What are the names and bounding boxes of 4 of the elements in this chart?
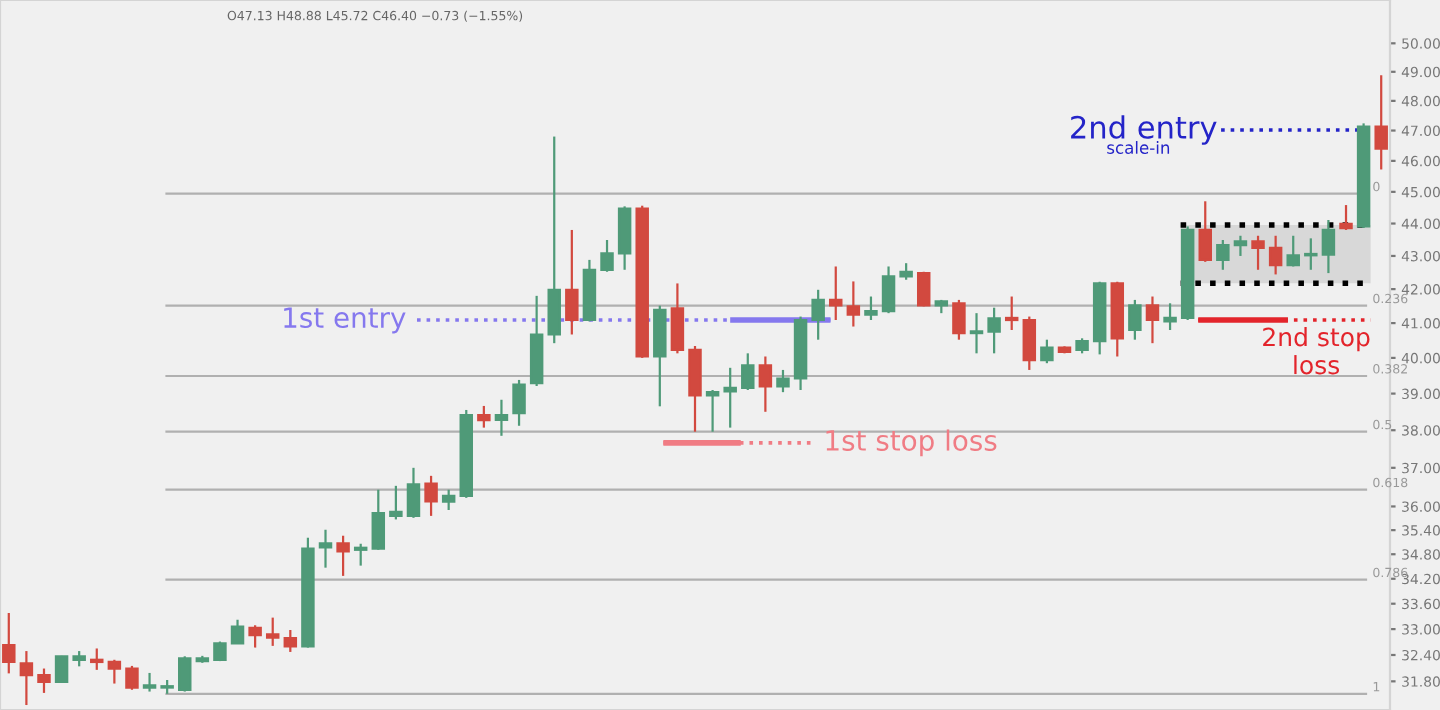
ref-line-label: 1st entry: [284, 307, 406, 334]
ref-line-label: 1st stop loss: [826, 429, 997, 457]
annotation: scale-in: [1107, 141, 1170, 154]
legend-label: 2nd stop loss: [1263, 327, 1370, 375]
